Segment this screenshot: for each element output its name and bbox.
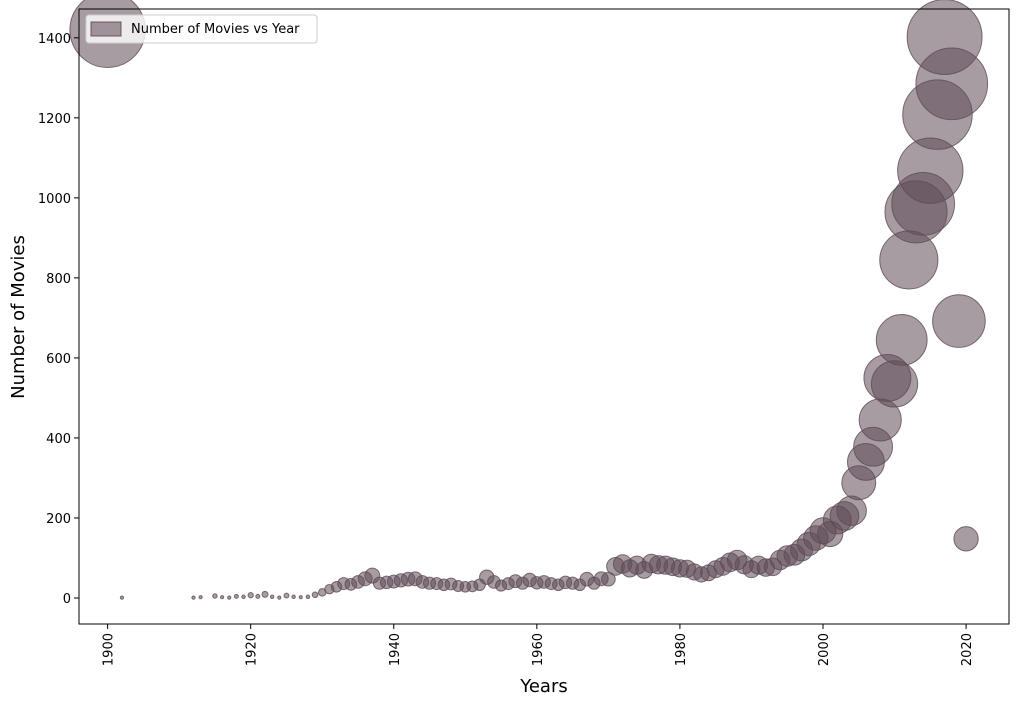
x-axis: 1900 1920 1940 1960 1980 2000 2020 (102, 624, 975, 666)
data-points (69, 0, 989, 600)
y-tick-label: 200 (46, 512, 71, 527)
legend-swatch (90, 21, 122, 37)
x-tick-label: 1900 (102, 633, 117, 666)
data-point (875, 314, 928, 366)
y-tick-label: 800 (46, 272, 71, 287)
data-point (198, 595, 203, 600)
data-point (870, 360, 919, 408)
data-point (305, 594, 311, 600)
legend: Number of Movies vs Year (85, 14, 318, 44)
legend-box (85, 14, 318, 44)
x-tick-label: 2000 (817, 633, 832, 666)
data-point (255, 593, 261, 599)
y-tick-label: 600 (46, 352, 71, 367)
plot-frame (78, 8, 1010, 625)
data-point (219, 595, 225, 600)
plot-area (79, 9, 1009, 624)
data-point (915, 47, 989, 121)
data-point (261, 590, 269, 598)
data-point (283, 592, 290, 599)
data-point (298, 595, 303, 600)
x-tick-label: 1980 (674, 633, 689, 666)
y-axis-title: Number of Movies (8, 235, 29, 399)
legend-label: Number of Movies vs Year (131, 22, 300, 37)
data-point (277, 595, 282, 600)
y-tick-label: 0 (63, 592, 71, 607)
y-tick-label: 400 (46, 432, 71, 447)
data-point (291, 594, 296, 600)
y-tick-label: 1000 (38, 192, 71, 207)
x-tick-label: 1940 (388, 633, 403, 666)
y-tick-label: 1400 (38, 32, 71, 47)
data-point (191, 595, 196, 600)
data-point (212, 593, 218, 599)
data-point (953, 526, 979, 552)
data-point (119, 595, 125, 600)
x-tick-label: 1920 (245, 633, 260, 666)
x-tick-label: 2020 (960, 633, 975, 666)
data-point (227, 595, 232, 600)
data-point (836, 495, 867, 527)
x-axis-title: Years (519, 676, 568, 697)
data-point (932, 294, 986, 348)
y-tick-label: 1200 (38, 112, 71, 127)
data-point (241, 594, 246, 600)
data-point (247, 592, 254, 599)
data-point (311, 591, 319, 599)
data-point (233, 593, 239, 599)
x-tick-label: 1960 (531, 633, 546, 666)
y-axis: 0 200 400 600 800 1000 1200 1400 (38, 32, 79, 607)
data-point (269, 594, 275, 600)
